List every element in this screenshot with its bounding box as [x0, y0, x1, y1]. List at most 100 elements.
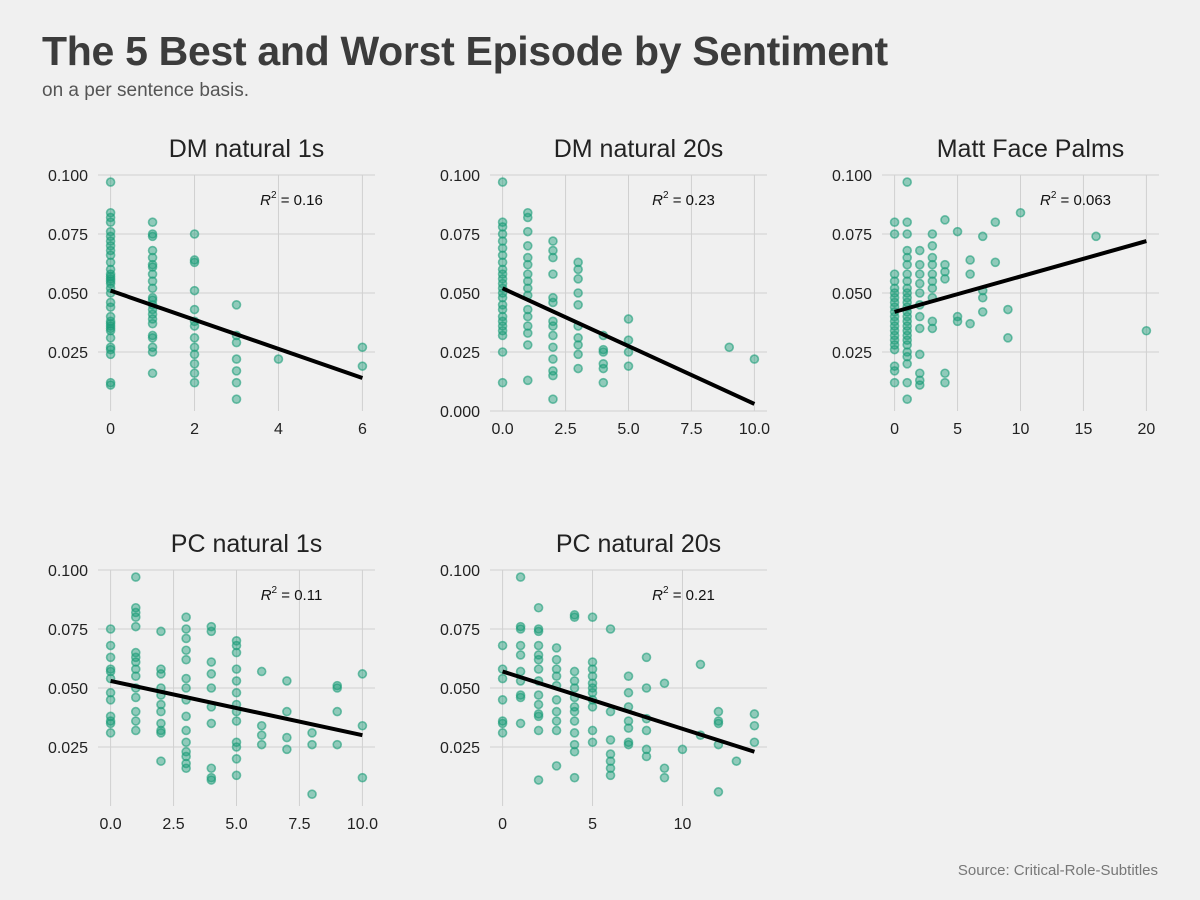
data-point: [231, 742, 242, 752]
data-point: [914, 259, 925, 270]
data-point: [156, 699, 166, 710]
data-point: [587, 702, 598, 712]
data-point: [914, 269, 925, 279]
data-point: [189, 358, 200, 369]
data-point: [605, 749, 616, 759]
data-point: [332, 683, 343, 693]
data-point: [889, 366, 900, 376]
x-tick-label: 5: [588, 816, 597, 833]
data-point: [130, 657, 141, 667]
data-point: [515, 572, 526, 582]
data-point: [927, 276, 938, 287]
data-point: [181, 612, 191, 623]
data-point: [282, 676, 292, 686]
data-point: [749, 720, 760, 731]
data-point: [522, 375, 533, 386]
data-point: [623, 361, 634, 371]
data-point: [623, 716, 634, 726]
data-point: [902, 394, 912, 405]
data-point: [357, 669, 368, 679]
data-point: [181, 673, 191, 684]
data-point: [231, 337, 242, 348]
data-point: [940, 215, 950, 225]
regression-line: [109, 288, 364, 380]
data-point: [548, 297, 558, 308]
data-point: [914, 323, 925, 334]
data-point: [105, 666, 116, 677]
data-point: [889, 217, 900, 227]
data-point: [1015, 207, 1026, 218]
data-point: [522, 226, 533, 237]
y-tick-label: 0.075: [48, 622, 88, 639]
data-point: [181, 711, 191, 722]
data-point: [130, 706, 141, 717]
data-point: [573, 363, 583, 374]
data-point: [105, 333, 116, 343]
data-point: [587, 657, 598, 667]
data-point: [147, 276, 158, 287]
regression-line: [110, 678, 363, 738]
data-point: [147, 333, 158, 343]
data-point: [231, 753, 242, 764]
data-point: [902, 245, 912, 256]
data-point: [605, 770, 616, 781]
x-tick-label: 2: [190, 421, 199, 438]
data-point: [189, 321, 200, 331]
data-point: [731, 756, 742, 766]
data-point: [605, 624, 616, 634]
data-point: [940, 274, 950, 284]
data-point: [569, 666, 580, 677]
data-point: [256, 720, 267, 731]
data-point: [569, 728, 580, 738]
data-point: [156, 669, 166, 679]
data-point: [533, 725, 544, 736]
data-point: [573, 299, 583, 310]
data-point: [587, 737, 598, 748]
data-point: [273, 354, 284, 364]
data-point: [902, 340, 912, 350]
data-point: [206, 683, 217, 693]
y-tick-label: 0.100: [48, 563, 88, 580]
data-point: [522, 259, 533, 270]
data-point: [515, 692, 526, 703]
data-point: [977, 231, 988, 242]
panel-title: PC natural 20s: [556, 530, 721, 558]
data-point: [977, 307, 988, 317]
data-point: [181, 763, 191, 774]
data-point: [497, 640, 508, 651]
data-point: [1141, 325, 1152, 336]
data-point: [515, 640, 526, 651]
data-point: [623, 314, 634, 324]
data-point: [130, 671, 141, 682]
data-point: [902, 229, 912, 239]
data-point: [497, 694, 508, 705]
data-point: [231, 640, 242, 651]
data-point: [533, 602, 544, 613]
data-point: [282, 744, 292, 755]
panel-title: DM natural 20s: [554, 135, 724, 163]
data-point: [927, 283, 938, 294]
data-point: [497, 347, 508, 357]
data-point: [551, 643, 562, 653]
data-point: [551, 725, 562, 736]
data-point: [533, 626, 544, 637]
data-point: [522, 269, 533, 279]
r-squared-label: R2 = 0.16: [260, 190, 323, 209]
data-point: [181, 633, 191, 644]
data-point: [130, 716, 141, 726]
data-point: [551, 716, 562, 726]
data-point: [990, 257, 1001, 268]
data-point: [902, 358, 912, 369]
data-point: [522, 340, 533, 350]
data-point: [189, 229, 200, 239]
data-point: [965, 255, 975, 265]
data-point: [598, 347, 609, 357]
data-point: [659, 772, 670, 783]
data-point: [105, 687, 116, 698]
data-point: [231, 647, 242, 658]
data-point: [548, 342, 558, 353]
data-point: [927, 259, 938, 270]
data-point: [587, 687, 598, 698]
data-point: [522, 252, 533, 263]
